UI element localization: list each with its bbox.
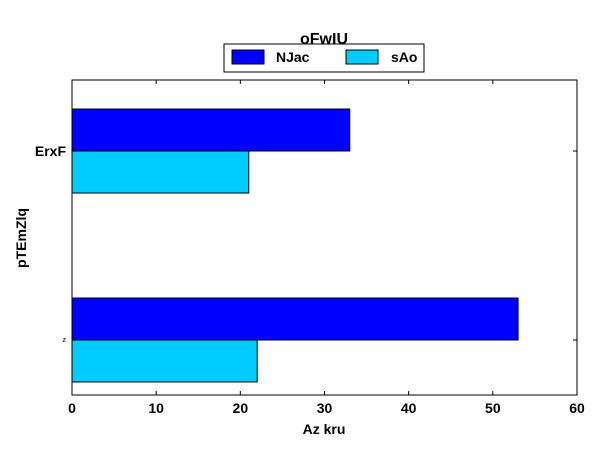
legend-label-njac: NJac: [276, 49, 310, 65]
y-axis-label: pTEmZlq: [13, 208, 29, 268]
x-tick-label: 50: [485, 400, 501, 416]
x-tick-label: 20: [233, 400, 249, 416]
x-tick-label: 0: [68, 400, 76, 416]
ticks: 0 10 20 30 40 50 60 z ErxF: [35, 80, 585, 416]
legend-label-sao: sAo: [391, 49, 417, 65]
x-tick-label: 10: [148, 400, 164, 416]
bar-njac-erxf: [71, 108, 351, 152]
bar-sao-z: [71, 339, 258, 383]
x-axis-label: Az kru: [303, 421, 346, 437]
x-tick-label: 30: [317, 400, 333, 416]
bar-sao-erxf: [71, 150, 250, 194]
legend-swatch-sao: [345, 49, 379, 65]
y-tick-label-z: z: [63, 337, 67, 344]
legend-swatch-njac: [231, 49, 265, 65]
y-tick-label-erxf: ErxF: [35, 143, 67, 159]
legend: NJac sAo: [223, 43, 425, 73]
x-tick-label: 40: [401, 400, 417, 416]
x-tick-label: 60: [569, 400, 585, 416]
bars: [71, 108, 519, 383]
bar-njac-z: [71, 297, 519, 341]
plot-area-frame: [71, 79, 578, 396]
